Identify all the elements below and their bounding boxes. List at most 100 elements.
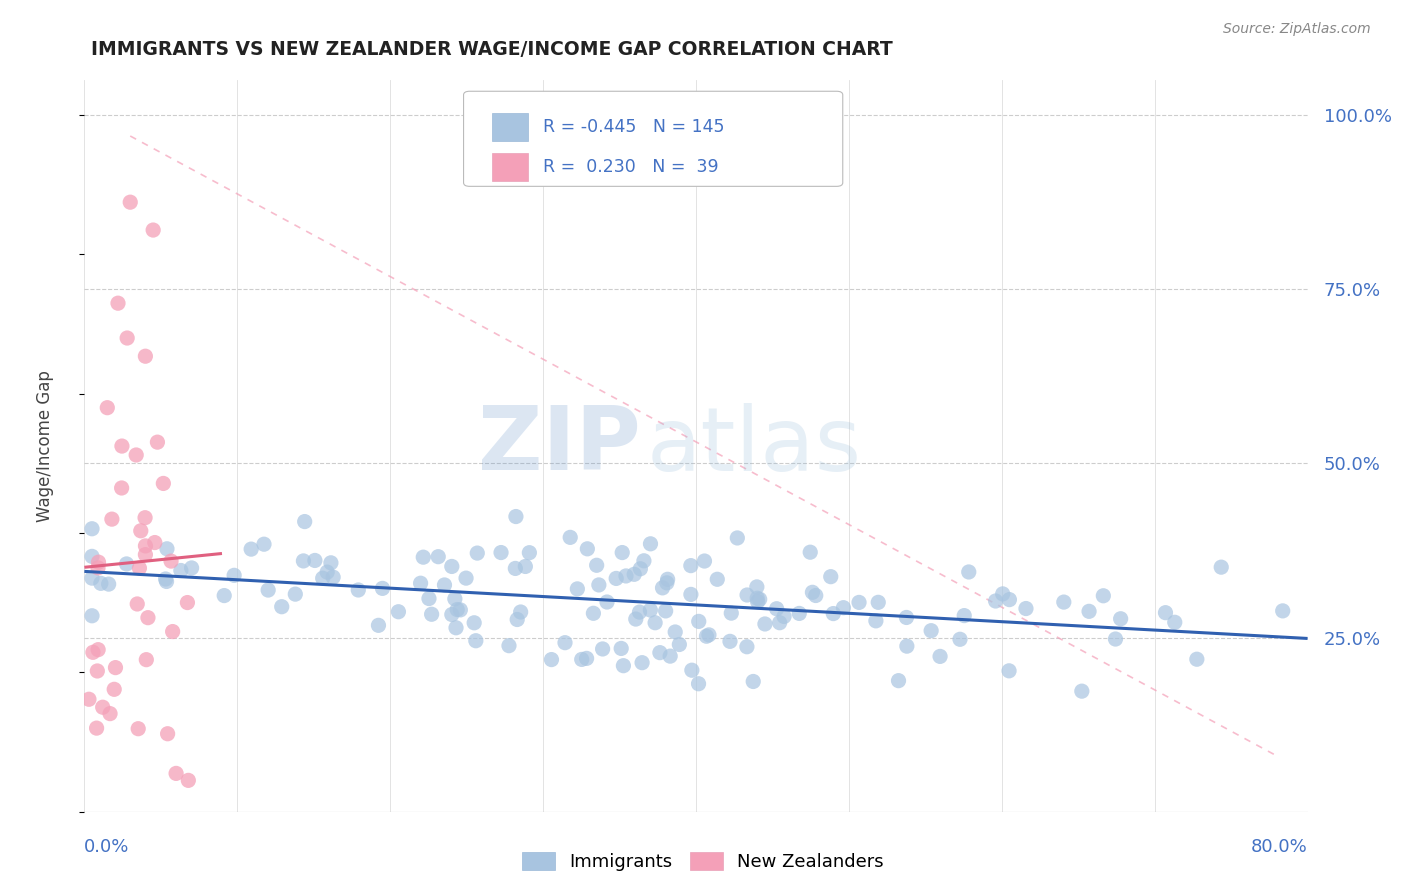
Point [312,571,335,585]
Point [319,556,342,570]
Point [929,649,952,664]
FancyBboxPatch shape [464,91,842,186]
Point [991,587,1014,601]
Point [801,585,824,599]
Point [446,602,468,616]
Point [1053,595,1076,609]
Point [823,607,845,621]
Point [1271,604,1294,618]
Point [664,625,686,640]
Point [651,581,673,595]
Legend: Immigrants, New Zealanders: Immigrants, New Zealanders [515,845,891,879]
Point [659,649,682,664]
Text: Source: ZipAtlas.com: Source: ZipAtlas.com [1223,22,1371,37]
Point [152,476,174,491]
Point [135,653,157,667]
Point [498,639,520,653]
Point [387,605,409,619]
Point [253,537,276,551]
Text: atlas: atlas [647,402,862,490]
Point [156,541,179,556]
Point [465,546,488,560]
Point [1185,652,1208,666]
Point [592,642,614,657]
Point [505,509,527,524]
Point [86,721,108,735]
Point [747,595,769,609]
Point [129,524,152,538]
Point [668,638,690,652]
Point [294,515,316,529]
Point [125,448,148,462]
Point [554,635,576,649]
Text: Wage/Income Gap: Wage/Income Gap [35,370,53,522]
Point [575,651,598,665]
Text: R =  0.230   N =  39: R = 0.230 N = 39 [543,158,718,176]
Point [224,568,246,582]
Point [896,639,918,653]
Point [610,641,633,656]
Point [799,545,821,559]
Point [128,561,150,575]
Bar [492,153,529,181]
Point [212,589,235,603]
Point [865,614,887,628]
Point [101,512,124,526]
Point [162,624,184,639]
Point [745,580,768,594]
Point [640,537,662,551]
Point [1211,560,1233,574]
Point [804,589,827,603]
Point [440,559,463,574]
Point [614,569,637,583]
Point [86,664,108,678]
Point [735,640,758,654]
Point [631,656,654,670]
Point [146,435,169,450]
Point [519,546,541,560]
Point [80,549,103,564]
Point [444,591,467,606]
Point [80,522,103,536]
Point [720,606,742,620]
Point [170,564,193,578]
Point [120,195,142,210]
Point [679,558,702,573]
Point [560,530,582,544]
Point [160,554,183,568]
Point [693,554,716,568]
Point [765,601,787,615]
Point [304,553,326,567]
Point [142,223,165,237]
Point [316,565,339,579]
Point [571,652,593,666]
Bar [492,113,529,141]
Point [127,722,149,736]
Point [725,531,748,545]
Point [957,565,980,579]
Point [747,591,769,606]
Point [688,677,710,691]
Point [82,645,104,659]
Point [773,609,796,624]
Point [80,608,103,623]
Point [868,595,890,609]
Point [633,554,655,568]
Point [156,727,179,741]
Point [832,600,855,615]
Point [180,561,202,575]
Point [155,572,177,586]
Point [284,587,307,601]
Point [754,617,776,632]
Point [624,612,647,626]
Text: 80.0%: 80.0% [1251,838,1308,856]
Point [489,545,512,559]
Point [596,595,619,609]
Point [718,634,741,648]
Point [347,582,370,597]
Point [655,575,678,590]
Point [177,773,200,788]
Point [515,559,537,574]
Point [735,588,758,602]
Point [628,605,651,619]
